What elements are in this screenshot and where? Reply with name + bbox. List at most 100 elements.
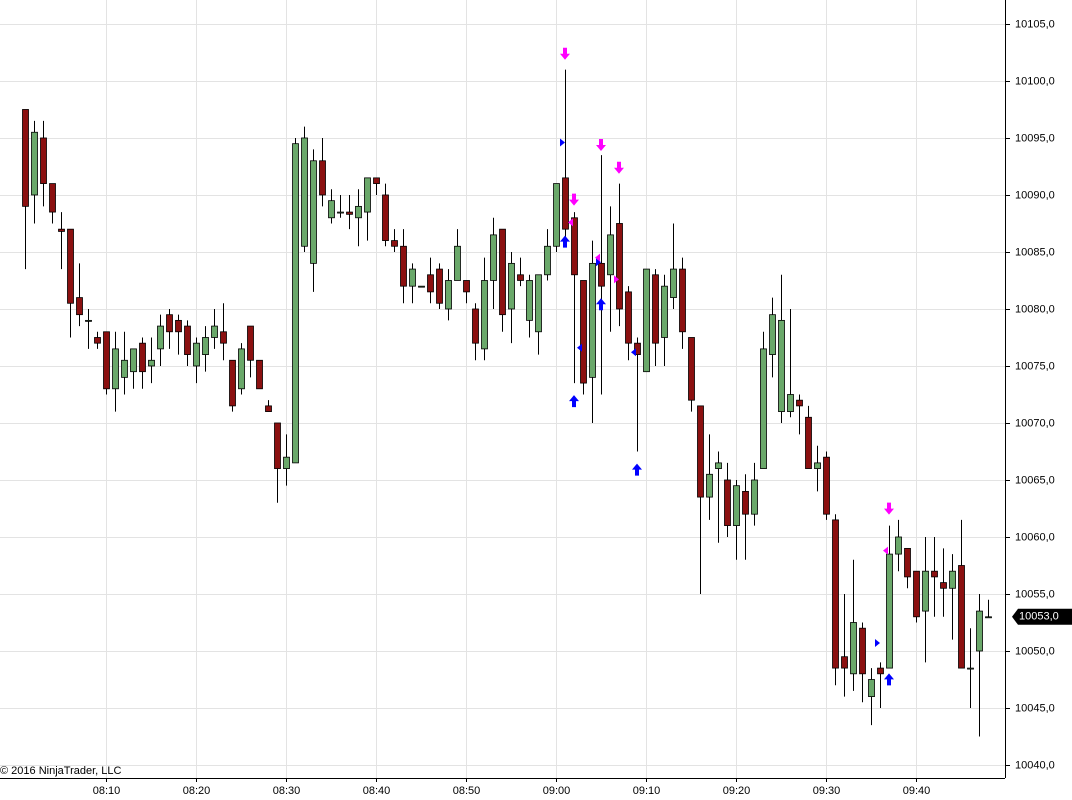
candle-body bbox=[247, 325, 254, 361]
candle-body bbox=[121, 359, 128, 378]
candle-body bbox=[976, 610, 983, 652]
candle-body bbox=[157, 325, 164, 350]
candle-body bbox=[31, 131, 38, 196]
candle-body bbox=[625, 291, 632, 344]
candle-body bbox=[670, 268, 677, 298]
candle-body bbox=[364, 177, 371, 213]
candle-body bbox=[391, 240, 398, 247]
candle-body bbox=[895, 536, 902, 555]
candle-body bbox=[283, 456, 290, 469]
candle-body bbox=[418, 285, 425, 288]
candle-body bbox=[517, 274, 524, 281]
candle-body bbox=[346, 211, 353, 215]
candle-body bbox=[868, 679, 875, 697]
candle-body bbox=[265, 405, 272, 412]
last-price-label: 10053,0 bbox=[1019, 611, 1059, 623]
candle-body bbox=[499, 228, 506, 316]
signal-marker bbox=[883, 546, 888, 555]
candle-body bbox=[373, 177, 380, 184]
plot bbox=[22, 47, 992, 737]
candle-body bbox=[112, 348, 119, 390]
y-tick-label: 10100,0 bbox=[1015, 75, 1055, 87]
candle-body bbox=[238, 348, 245, 390]
y-tick-label: 10080,0 bbox=[1015, 303, 1055, 315]
candle-body bbox=[859, 627, 866, 675]
x-tick-label: 09:40 bbox=[903, 785, 931, 797]
signal-marker bbox=[568, 218, 573, 227]
candle-body bbox=[661, 285, 668, 338]
signal-marker bbox=[596, 258, 601, 267]
candle-body bbox=[832, 519, 839, 669]
candle-body bbox=[688, 337, 695, 401]
candle-body bbox=[553, 183, 560, 247]
candle-body bbox=[958, 565, 965, 669]
candle-body bbox=[535, 274, 542, 333]
candle-body bbox=[94, 337, 101, 344]
y-tick-label: 10070,0 bbox=[1015, 417, 1055, 429]
candle-body bbox=[922, 570, 929, 612]
candle-body bbox=[310, 160, 317, 264]
candle-body bbox=[823, 456, 830, 515]
candle-body bbox=[508, 262, 515, 310]
candle-body bbox=[877, 667, 884, 675]
candle-body bbox=[130, 348, 137, 373]
signal-marker bbox=[595, 253, 600, 262]
candle-body bbox=[67, 228, 74, 304]
candle-body bbox=[103, 331, 110, 390]
candle-body bbox=[940, 582, 947, 589]
candle-body bbox=[49, 183, 56, 213]
candle-body bbox=[616, 223, 623, 310]
candle-body bbox=[76, 297, 83, 316]
copyright: © 2016 NinjaTrader, LLC bbox=[0, 765, 121, 777]
candle-body bbox=[679, 268, 686, 333]
y-tick-label: 10095,0 bbox=[1015, 132, 1055, 144]
signal-marker bbox=[884, 673, 894, 686]
candle-body bbox=[814, 462, 821, 469]
candle-body bbox=[697, 405, 704, 498]
signal-marker bbox=[875, 639, 880, 648]
candle-body bbox=[643, 268, 650, 373]
y-tick-label: 10075,0 bbox=[1015, 360, 1055, 372]
x-tick-label: 08:10 bbox=[93, 785, 121, 797]
candle-body bbox=[328, 200, 335, 219]
candle-body bbox=[580, 280, 587, 384]
candle-body bbox=[472, 308, 479, 344]
candle-body bbox=[292, 143, 299, 464]
candle-body bbox=[913, 570, 920, 618]
grid bbox=[0, 0, 1005, 778]
candle-body bbox=[202, 337, 209, 355]
candle-body bbox=[166, 314, 173, 333]
candle-body bbox=[787, 394, 794, 412]
candle-body bbox=[742, 490, 749, 515]
candle-body bbox=[148, 359, 155, 367]
candle-body bbox=[463, 280, 470, 293]
candle-body bbox=[193, 342, 200, 367]
candle-body bbox=[490, 234, 497, 281]
y-tick-label: 10045,0 bbox=[1015, 702, 1055, 714]
candle-body bbox=[607, 234, 614, 276]
candle-body bbox=[256, 359, 263, 390]
y-tick-label: 10055,0 bbox=[1015, 588, 1055, 600]
y-tick-label: 10050,0 bbox=[1015, 645, 1055, 657]
x-tick-label: 09:30 bbox=[813, 785, 841, 797]
candle-body bbox=[778, 319, 785, 412]
candle-body bbox=[58, 228, 65, 232]
candle-body bbox=[481, 280, 488, 350]
candle-body bbox=[760, 348, 767, 469]
x-tick-label: 08:50 bbox=[453, 785, 481, 797]
candle-body bbox=[841, 656, 848, 669]
signal-marker bbox=[884, 502, 894, 515]
y-tick-label: 10085,0 bbox=[1015, 246, 1055, 258]
candle-body bbox=[733, 485, 740, 526]
candle-body bbox=[598, 262, 605, 287]
candle-body bbox=[139, 342, 146, 373]
signal-marker bbox=[614, 275, 619, 284]
candle-body bbox=[220, 331, 227, 344]
candle-body bbox=[805, 416, 812, 469]
candle-body bbox=[175, 319, 182, 333]
candle-body bbox=[436, 268, 443, 304]
signal-marker bbox=[560, 138, 565, 147]
candle-body bbox=[967, 667, 974, 670]
candle-body bbox=[796, 399, 803, 407]
